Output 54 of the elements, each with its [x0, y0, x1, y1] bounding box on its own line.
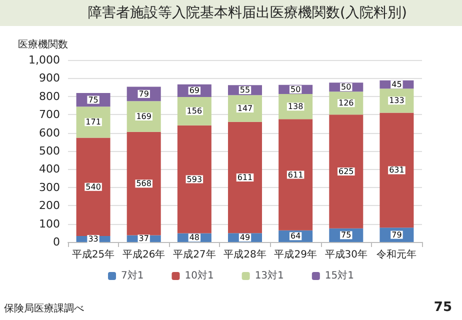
data-label: 593	[186, 174, 202, 184]
data-label: 171	[86, 118, 101, 127]
y-tick-label: 700	[39, 108, 60, 122]
data-label: 156	[186, 106, 202, 116]
data-label: 147	[237, 104, 253, 114]
data-label: 79	[138, 89, 149, 98]
y-tick-label: 800	[39, 90, 60, 103]
x-tick-label: 平成27年	[173, 248, 216, 260]
y-tick-label: 600	[39, 126, 60, 140]
data-label: 69	[189, 86, 200, 96]
data-label: 138	[288, 102, 304, 112]
legend-label: 7対1	[121, 270, 144, 282]
y-tick-label: 400	[39, 162, 60, 176]
data-label: 37	[138, 234, 149, 244]
x-tick-label: 平成26年	[122, 248, 166, 260]
data-label: 133	[389, 96, 404, 106]
y-tick-label: 300	[39, 180, 60, 194]
y-tick-label: 100	[39, 217, 60, 230]
data-label: 48	[189, 233, 200, 242]
y-tick-label: 900	[39, 72, 60, 85]
data-label: 631	[389, 166, 404, 175]
data-label: 79	[392, 230, 402, 240]
text: 75	[434, 300, 452, 315]
y-tick-label: 0	[53, 236, 60, 248]
data-label: 45	[392, 80, 402, 89]
text: 保険局医療課調べ	[4, 302, 84, 314]
y-tick-label: 200	[39, 199, 60, 212]
legend-label: 10対1	[184, 270, 214, 282]
y-tick-label: 500	[39, 144, 60, 158]
chart-title: 障害者施設等入院基本料届出医療機関数(入院料別)	[88, 5, 407, 21]
legend-label: 13対1	[254, 270, 284, 282]
data-label: 568	[136, 179, 152, 188]
x-tick-label: 令和元年	[376, 248, 417, 260]
x-tick-label: 平成30年	[324, 248, 368, 260]
data-label: 625	[338, 166, 354, 176]
data-label: 611	[288, 170, 304, 180]
data-label: 50	[290, 84, 301, 94]
x-tick-label: 平成28年	[224, 248, 266, 260]
y-axis-title: 医療機関数	[18, 38, 68, 50]
data-label: 55	[240, 86, 250, 95]
data-label: 49	[240, 233, 250, 242]
data-label: 611	[237, 172, 253, 182]
x-tick-label: 平成25年	[72, 248, 115, 260]
data-label: 126	[338, 98, 354, 108]
data-label: 75	[341, 230, 352, 240]
data-label: 33	[88, 234, 98, 244]
data-label: 64	[290, 232, 301, 241]
data-label: 50	[341, 82, 352, 92]
legend-label: 15対1	[324, 270, 354, 282]
data-label: 540	[86, 182, 101, 192]
data-label: 75	[88, 95, 98, 104]
data-label: 169	[136, 112, 152, 122]
y-tick-label: 1,000	[28, 54, 60, 66]
x-tick-label: 平成29年	[274, 248, 317, 260]
